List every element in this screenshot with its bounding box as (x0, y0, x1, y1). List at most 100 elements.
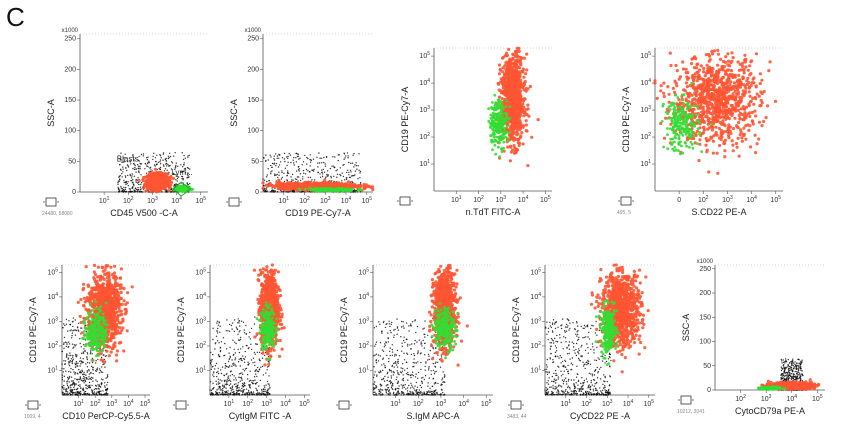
y-tick-label: 50 (68, 158, 76, 165)
y-tick-label: 150 (247, 97, 259, 104)
plot-p1: 101 102 103 104 105 x1000 0 50 100 150 200 250 CD45 … (42, 28, 208, 218)
corner-readout: 1009, 4 (24, 414, 41, 420)
x-tick-label: 103 (320, 196, 331, 205)
y-axis-label: SSC-A (46, 99, 56, 127)
plot-p4: 0 102 103 104 105 101 102 103 104 105 S.CD22 PE-A C… (617, 47, 783, 217)
y-tick-label: 100 (247, 128, 259, 135)
plot-p7: 101 102 103 104 105 101 102 103 104 105 S.IgM APC-… (336, 263, 493, 421)
population-lymphocytes (430, 302, 460, 360)
x-axis-label: CytIgM FITC -A (229, 411, 292, 421)
gate-label-blasts: Blasts (117, 154, 139, 163)
y-tick-label: 101 (195, 365, 206, 374)
y-tick-label: 101 (47, 365, 58, 374)
x-tick-label: 102 (90, 399, 101, 408)
x-axis-label: CD10 PerCP-Cy5.5-A (62, 411, 150, 421)
y-tick-label: 50 (703, 363, 711, 370)
y-tick-label: 100 (64, 128, 76, 135)
y-unit-label: x1000 (62, 28, 79, 34)
y-tick-label: 150 (699, 314, 711, 321)
x-tick-label: 102 (413, 399, 424, 408)
population-blasts (653, 48, 778, 175)
y-tick-label: 0 (707, 387, 711, 394)
x-tick-label: 105 (770, 195, 781, 204)
x-tick-label: 101 (73, 399, 84, 408)
y-tick-label: 101 (419, 159, 430, 168)
x-tick-label: 102 (123, 196, 134, 205)
x-tick-label: 105 (540, 195, 551, 204)
x-axis-label: S.CD22 PE-A (691, 207, 746, 217)
y-tick-label: 102 (195, 341, 206, 350)
gate-label-lymphocytes: Lym... (171, 168, 192, 177)
x-tick-label: 103 (147, 196, 158, 205)
corner-readout: 10212, 3041 (677, 409, 705, 415)
lymphocyte-gate (172, 181, 192, 197)
y-tick-label: 0 (255, 189, 259, 196)
x-tick-label: 101 (99, 196, 110, 205)
y-tick-label: 105 (640, 51, 651, 60)
x-tick-label: 101 (560, 399, 571, 408)
x-tick-label: 104 (518, 195, 529, 204)
y-tick-label: 101 (640, 159, 651, 168)
y-tick-label: 105 (195, 267, 206, 276)
y-tick-label: 104 (47, 292, 58, 301)
x-tick-label: 105 (140, 399, 151, 408)
y-axis-label: CD19 PE-Cy7-A (28, 297, 38, 363)
population-lymphocytes (757, 385, 787, 391)
y-tick-label: 0 (72, 189, 76, 196)
x-tick-label: 102 (473, 195, 484, 204)
x-axis-label: S.IgM APC-A (406, 411, 459, 421)
y-tick-label: 250 (699, 266, 711, 273)
x-tick-label: 104 (458, 399, 469, 408)
x-tick-label: 105 (812, 394, 823, 403)
x-tick-label: 102 (299, 196, 310, 205)
corner-readout: 24480, 58080 (42, 211, 73, 217)
x-tick-label: 102 (698, 195, 709, 204)
x-tick-label: 0 (677, 197, 681, 204)
x-tick-label: 101 (390, 399, 401, 408)
y-tick-label: 250 (247, 36, 259, 43)
y-tick-label: 100 (699, 339, 711, 346)
population-lymphocytes (297, 186, 363, 194)
y-tick-label: 104 (530, 292, 541, 301)
x-tick-label: 104 (341, 196, 352, 205)
y-tick-label: 50 (251, 158, 259, 165)
y-tick-label: 101 (358, 365, 369, 374)
x-tick-label: 104 (171, 196, 182, 205)
zoom-icon (175, 400, 187, 410)
y-tick-label: 105 (47, 267, 58, 276)
y-tick-label: 103 (640, 105, 651, 114)
y-tick-label: 102 (358, 341, 369, 350)
y-tick-label: 150 (64, 97, 76, 104)
y-axis-label: CD19 PE-Cy7-A (339, 297, 349, 363)
population-blasts (76, 263, 134, 364)
y-tick-label: 102 (530, 341, 541, 350)
y-tick-label: 103 (419, 105, 430, 114)
x-tick-label: 103 (436, 399, 447, 408)
x-tick-label: 102 (581, 399, 592, 408)
zoom-icon (510, 400, 522, 410)
x-tick-label: 103 (496, 195, 507, 204)
x-axis-label: CyCD22 PE -A (570, 411, 630, 421)
y-axis-label: CD19 PE-Cy7-A (176, 297, 186, 363)
corner-readout: 495, 5 (617, 210, 631, 216)
x-tick-label: 102 (242, 399, 253, 408)
population-blasts (137, 167, 176, 194)
y-tick-label: 105 (530, 267, 541, 276)
y-tick-label: 102 (640, 132, 651, 141)
y-tick-label: 103 (195, 316, 206, 325)
zoom-icon (338, 400, 350, 410)
x-tick-label: 104 (280, 399, 291, 408)
y-tick-label: 104 (640, 78, 651, 87)
y-tick-label: 102 (419, 132, 430, 141)
x-tick-label: 105 (361, 196, 372, 205)
population-lymphocytes (487, 93, 512, 159)
y-axis-label: SSC-A (229, 99, 239, 127)
y-tick-label: 200 (247, 66, 259, 73)
plot-p8: 101 102 103 104 105 101 102 103 104 105 CyCD22 PE … (507, 263, 655, 421)
y-tick-label: 250 (64, 36, 76, 43)
x-tick-label: 105 (481, 399, 492, 408)
zoom-icon (399, 196, 411, 206)
zoom-icon (680, 395, 692, 405)
x-tick-label: 103 (107, 399, 118, 408)
